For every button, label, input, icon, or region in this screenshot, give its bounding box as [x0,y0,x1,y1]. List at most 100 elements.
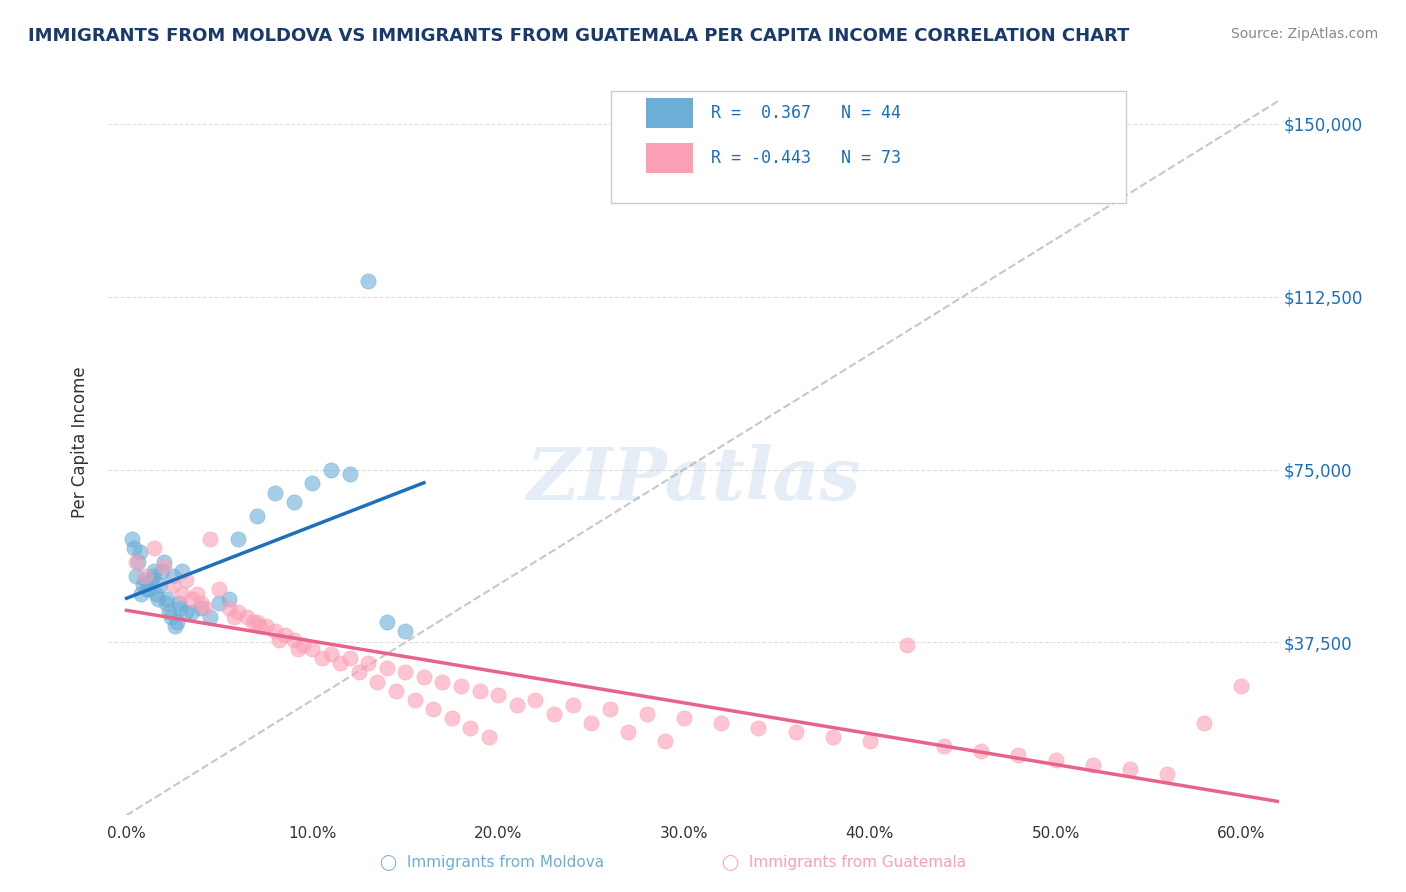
Point [180,591,202,606]
Point [190,596,212,610]
Point [366,674,388,689]
Point [142,568,165,582]
Point [375,615,398,629]
Point [132,578,155,592]
Point [218,600,240,615]
Point [172,564,194,578]
Point [283,495,305,509]
Point [121,532,143,546]
Point [468,683,491,698]
Point [394,665,416,680]
Point [226,606,249,620]
Point [156,591,179,606]
Point [208,596,231,610]
Point [821,730,844,744]
Point [198,610,221,624]
Point [432,674,454,689]
Point [122,541,145,555]
Point [190,600,212,615]
Point [160,610,183,624]
Point [139,573,162,587]
Point [347,665,370,680]
Point [157,606,180,620]
Text: R =  0.367   N = 44: R = 0.367 N = 44 [711,104,901,122]
FancyBboxPatch shape [612,91,1126,202]
Point [636,706,658,721]
Point [561,698,583,712]
Point [311,651,333,665]
Point [460,721,482,735]
Point [404,693,426,707]
Point [1081,757,1104,772]
Point [579,716,602,731]
Point [339,467,361,482]
Point [478,730,501,744]
Point [339,651,361,665]
Point [169,600,191,615]
Point [224,610,246,624]
Point [150,564,173,578]
Point [970,744,993,758]
Point [138,582,160,597]
Point [357,274,380,288]
Point [186,587,208,601]
Point [654,734,676,748]
Point [450,679,472,693]
Point [127,555,149,569]
Point [143,541,166,555]
Point [254,619,277,633]
Point [422,702,444,716]
Point [174,573,197,587]
FancyBboxPatch shape [647,144,693,173]
Text: Source: ZipAtlas.com: Source: ZipAtlas.com [1230,27,1378,41]
Point [524,693,547,707]
Point [329,656,352,670]
Point [673,711,696,725]
Text: R = -0.443   N = 73: R = -0.443 N = 73 [711,149,901,167]
Point [412,670,434,684]
Point [1007,748,1029,763]
Point [301,476,323,491]
Point [246,508,269,523]
Point [859,734,882,748]
Point [208,582,231,597]
Point [1230,679,1253,693]
FancyBboxPatch shape [647,98,693,128]
Point [283,633,305,648]
Point [287,642,309,657]
Point [440,711,463,725]
Text: ZIPatlas: ZIPatlas [526,443,860,515]
Point [218,591,240,606]
Point [292,638,315,652]
Point [167,596,190,610]
Point [543,706,565,721]
Point [136,582,159,597]
Text: ◯  Immigrants from Guatemala: ◯ Immigrants from Guatemala [721,854,966,870]
Point [166,615,188,629]
Point [264,485,287,500]
Point [934,739,956,753]
Text: IMMIGRANTS FROM MOLDOVA VS IMMIGRANTS FROM GUATEMALA PER CAPITA INCOME CORRELATI: IMMIGRANTS FROM MOLDOVA VS IMMIGRANTS FR… [28,27,1129,45]
Point [267,633,290,648]
Point [134,573,156,587]
Point [394,624,416,638]
Point [249,619,271,633]
Point [1119,762,1142,776]
Point [319,462,342,476]
Point [152,555,174,569]
Point [146,591,169,606]
Y-axis label: Per Capita Income: Per Capita Income [72,366,89,517]
Point [599,702,621,716]
Point [152,559,174,574]
Point [180,606,202,620]
Point [246,615,269,629]
Point [174,606,197,620]
Point [134,568,156,582]
Point [242,615,264,629]
Point [264,624,287,638]
Point [1156,766,1178,780]
Point [198,532,221,546]
Point [236,610,259,624]
Point [710,716,733,731]
Point [747,721,769,735]
